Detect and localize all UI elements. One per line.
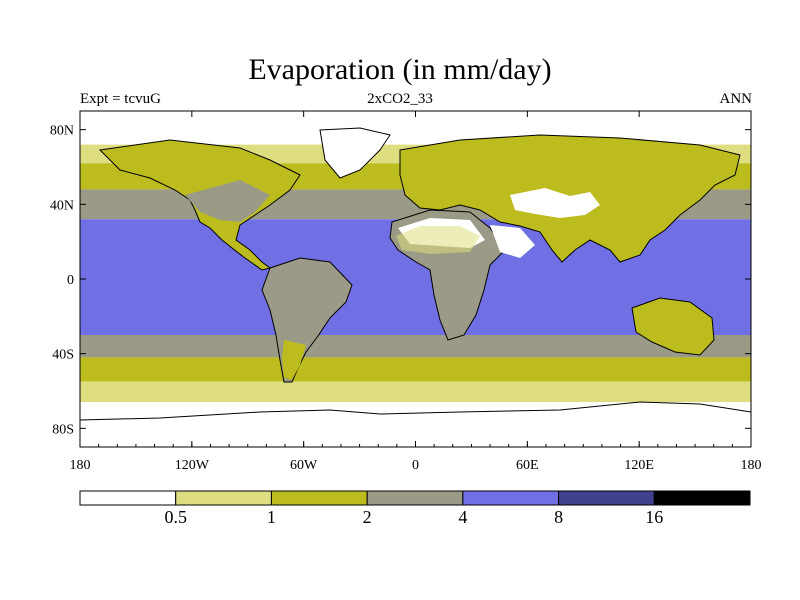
y-tick-label: 80N (50, 124, 74, 139)
colorbar-swatch (558, 490, 655, 506)
field-band-7 (80, 381, 751, 403)
y-axis: 80N 40N 0 40S 80S (50, 124, 751, 437)
chart-title: Evaporation (in mm/day) (248, 53, 552, 86)
y-tick-label: 0 (67, 273, 74, 288)
y-tick-label: 40N (50, 198, 74, 213)
x-tick-label: 60E (516, 458, 539, 473)
patagonia-land (282, 340, 306, 380)
x-tick-label: 0 (412, 458, 419, 473)
australia-land (631, 297, 715, 356)
field-band-5 (80, 335, 751, 358)
colorbar-swatch (175, 490, 272, 506)
colorbar-level-label: 16 (645, 507, 663, 527)
north-america-interior (185, 180, 270, 222)
central-asia-dry (510, 188, 600, 218)
colorbar-level-label: 2 (363, 507, 372, 527)
x-tick-label: 60W (290, 458, 318, 473)
colorbar-swatch (653, 490, 751, 506)
colorbar-level-label: 8 (554, 507, 563, 527)
colorbar-level-label: 1 (267, 507, 276, 527)
x-axis: 180 120W 60W 0 60E 120E 180 (70, 111, 762, 473)
antarctica-land (80, 401, 751, 447)
map-field (80, 111, 751, 447)
y-tick-label: 40S (52, 348, 74, 363)
colorbar-swatch (79, 490, 177, 506)
sahara-edge (396, 226, 480, 254)
colorbar-legend: 0.5 1 2 4 8 16 (79, 490, 751, 527)
colorbar-swatch (462, 490, 560, 506)
colorbar-swatch (270, 490, 368, 506)
case-label: 2xCO2_33 (367, 91, 433, 107)
x-tick-label: 120E (624, 458, 654, 473)
colorbar-level-label: 0.5 (164, 507, 187, 527)
field-band-6 (80, 357, 751, 382)
y-tick-label: 80S (52, 422, 74, 437)
colorbar-swatch (366, 490, 464, 506)
x-tick-label: 120W (175, 458, 210, 473)
x-tick-label: 180 (741, 458, 762, 473)
continents (80, 127, 751, 447)
season-label: ANN (719, 91, 753, 107)
greenland-land (319, 127, 391, 179)
x-tick-label: 180 (70, 458, 91, 473)
arabia-dry (490, 225, 535, 258)
experiment-label: Expt = tcvuG (80, 91, 161, 107)
colorbar-level-label: 4 (458, 507, 467, 527)
